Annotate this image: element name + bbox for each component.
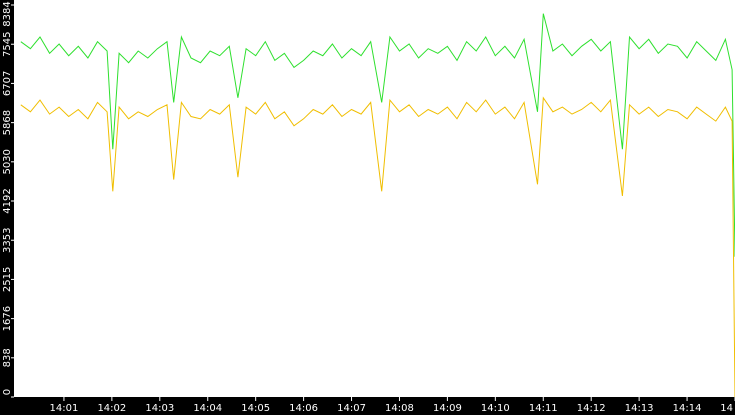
- series-line: [20, 96, 735, 398]
- y-tick-label: 0: [2, 389, 13, 395]
- x-tick-label: 14:13: [625, 403, 654, 414]
- y-tick-label: 6707: [2, 71, 13, 96]
- y-tick-label: 4192: [2, 188, 13, 213]
- x-tick-label: 14:05: [241, 403, 270, 414]
- x-tick-label: 14: [720, 403, 733, 414]
- y-tick-label: 3353: [2, 228, 13, 253]
- x-tick-label: 14:09: [433, 403, 462, 414]
- x-tick-label: 14:11: [529, 403, 558, 414]
- y-tick-label: 8384: [2, 1, 13, 26]
- x-tick-label: 14:10: [481, 403, 510, 414]
- y-tick-label: 5030: [2, 149, 13, 174]
- x-tick-label: 14:14: [673, 403, 702, 414]
- y-tick-label: 2515: [2, 267, 13, 292]
- x-tick-label: 14:02: [97, 403, 126, 414]
- x-tick-label: 14:12: [577, 403, 606, 414]
- x-tick-label: 14:01: [50, 403, 79, 414]
- series-line: [20, 13, 735, 257]
- x-tick-label: 14:04: [193, 403, 222, 414]
- y-tick-label: 7545: [2, 32, 13, 57]
- y-tick-label: 838: [2, 348, 13, 367]
- y-tick-label: 1676: [2, 306, 13, 331]
- y-tick-label: 5868: [2, 110, 13, 135]
- x-tick-label: 14:03: [145, 403, 174, 414]
- x-tick-label: 14:08: [385, 403, 414, 414]
- x-tick-label: 14:06: [289, 403, 318, 414]
- plot-area: [14, 0, 735, 397]
- x-tick-label: 14:07: [337, 403, 366, 414]
